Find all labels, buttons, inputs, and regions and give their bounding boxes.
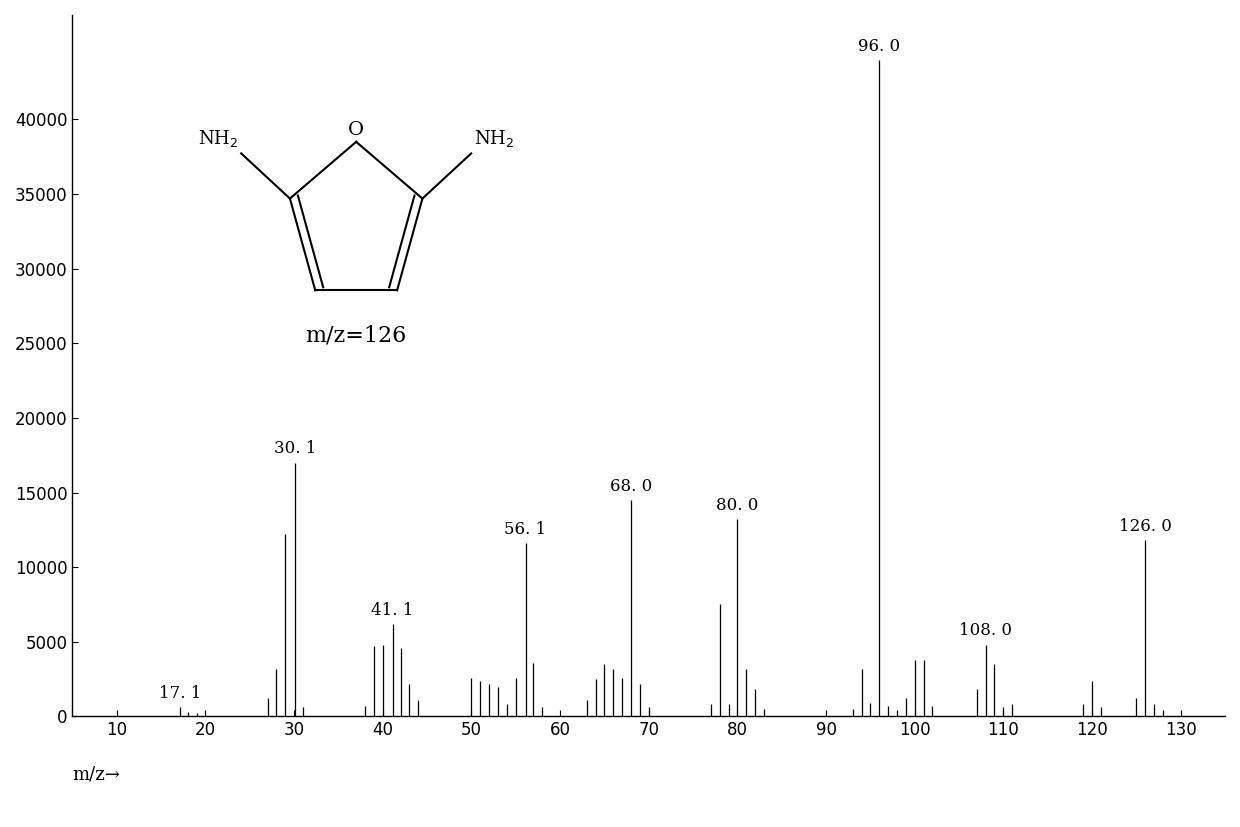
- Text: 56. 1: 56. 1: [505, 521, 547, 538]
- Text: NH$_2$: NH$_2$: [474, 128, 515, 149]
- Text: 108. 0: 108. 0: [959, 623, 1012, 639]
- Text: 126. 0: 126. 0: [1118, 518, 1172, 535]
- Text: 80. 0: 80. 0: [717, 497, 759, 514]
- Text: NH$_2$: NH$_2$: [198, 128, 238, 149]
- Text: 17. 1: 17. 1: [159, 685, 201, 702]
- Text: 96. 0: 96. 0: [858, 37, 900, 55]
- Text: O: O: [348, 121, 365, 139]
- Text: m/z=126: m/z=126: [305, 325, 407, 347]
- Text: 30. 1: 30. 1: [274, 441, 316, 457]
- Text: m/z→: m/z→: [72, 766, 120, 783]
- Text: 68. 0: 68. 0: [610, 478, 652, 495]
- Text: 41. 1: 41. 1: [371, 601, 414, 619]
